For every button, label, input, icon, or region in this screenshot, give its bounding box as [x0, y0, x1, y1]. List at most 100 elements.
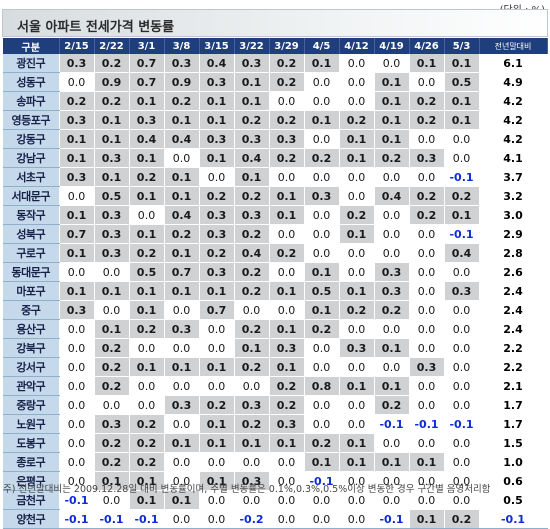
value-cell: 0.1 — [199, 414, 235, 434]
value-cell: -0.1 — [409, 414, 445, 434]
chart-title: 서울 아파트 전세가격 변동률 — [17, 20, 175, 35]
value-cell: 0.2 — [409, 205, 445, 225]
district-label: 광진구 — [3, 54, 60, 73]
yoy-cell: 2.9 — [479, 224, 548, 244]
value-cell: 0.0 — [234, 300, 270, 320]
value-cell: 0.1 — [129, 224, 165, 244]
value-cell: 0.2 — [374, 148, 410, 168]
value-cell: 0.7 — [59, 224, 95, 244]
table-row: 마포구 0.1 0.1 0.1 0.1 0.1 0.2 0.1 0.5 0.1 0.3 0.0 0.3 2… — [3, 281, 548, 301]
yoy-cell: 4.9 — [479, 72, 548, 92]
value-cell: 0.1 — [164, 243, 200, 263]
value-cell: 0.0 — [164, 471, 200, 491]
value-cell: 0.1 — [59, 205, 95, 225]
value-cell: 0.2 — [269, 148, 305, 168]
value-cell: 0.3 — [199, 262, 235, 282]
value-cell: 0.9 — [164, 72, 200, 92]
value-cell: 0.0 — [444, 129, 480, 149]
value-cell: 0.2 — [94, 452, 130, 472]
value-cell: 0.2 — [129, 243, 165, 263]
value-cell: 0.2 — [374, 300, 410, 320]
value-cell: 0.0 — [269, 452, 305, 472]
value-cell: 0.0 — [444, 300, 480, 320]
value-cell: 0.3 — [59, 110, 95, 130]
value-cell: 0.3 — [164, 54, 200, 73]
value-cell: 0.4 — [234, 148, 270, 168]
value-cell: 0.2 — [269, 243, 305, 263]
value-cell: 0.0 — [304, 509, 340, 529]
value-cell: 0.2 — [409, 91, 445, 111]
date-header: 4/19 — [374, 38, 410, 54]
value-cell: 0.3 — [234, 471, 270, 491]
table-row: 서대문구 0.0 0.5 0.1 0.1 0.2 0.2 0.1 0.3 0.0 0.4 0.2 0.2… — [3, 186, 548, 206]
corner-header: 구분 — [3, 38, 60, 54]
value-cell: 0.1 — [129, 91, 165, 111]
table-row: 도봉구 0.0 0.2 0.2 0.1 0.1 0.1 0.1 0.2 0.1 0.0 0.0 0.0 1… — [3, 433, 548, 453]
value-cell: 0.2 — [199, 243, 235, 263]
price-change-table: 구분 2/15 2/22 3/1 3/8 3/15 3/22 3/29 4/5 4/12 4/19… — [3, 38, 548, 529]
value-cell: 0.0 — [59, 357, 95, 377]
value-cell: 0.3 — [374, 281, 410, 301]
value-cell: 0.2 — [304, 433, 340, 453]
value-cell: 0.1 — [129, 186, 165, 206]
value-cell: 0.0 — [94, 395, 130, 415]
value-cell: 0.2 — [444, 186, 480, 206]
value-cell: 0.1 — [164, 167, 200, 187]
footnote: 주) 전년말대비는 2009.12.28일 대비 변동률이며, 주별 변동률은 … — [3, 484, 491, 495]
table-row: 송파구 0.2 0.2 0.1 0.2 0.1 0.1 0.0 0.0 0.0 0.1 0.2 0.1 4… — [3, 91, 548, 111]
value-cell: 0.0 — [269, 91, 305, 111]
value-cell: 0.1 — [304, 110, 340, 130]
value-cell: 0.2 — [234, 262, 270, 282]
value-cell: 0.2 — [234, 319, 270, 339]
yoy-cell: 0.6 — [479, 471, 548, 491]
value-cell: 0.0 — [409, 281, 445, 301]
yoy-cell: -0.1 — [479, 509, 548, 529]
value-cell: 0.2 — [234, 357, 270, 377]
value-cell: 0.2 — [94, 338, 130, 358]
value-cell: 0.0 — [94, 300, 130, 320]
value-cell: 0.0 — [409, 167, 445, 187]
value-cell: 0.0 — [444, 433, 480, 453]
value-cell: 0.0 — [164, 338, 200, 358]
value-cell: 0.0 — [59, 452, 95, 472]
value-cell: 0.1 — [129, 471, 165, 491]
value-cell: 0.1 — [269, 357, 305, 377]
value-cell: 0.1 — [409, 509, 445, 529]
value-cell: 0.0 — [409, 72, 445, 92]
value-cell: 0.3 — [94, 148, 130, 168]
value-cell: 0.0 — [339, 91, 375, 111]
value-cell: 0.0 — [59, 72, 95, 92]
value-cell: 0.0 — [199, 376, 235, 396]
value-cell: 0.3 — [269, 338, 305, 358]
value-cell: 0.2 — [199, 186, 235, 206]
value-cell: 0.0 — [444, 471, 480, 491]
table-row: 노원구 0.0 0.3 0.2 0.0 0.1 0.2 0.3 0.0 0.0 -0.1 -0.1 -0… — [3, 414, 548, 434]
value-cell: 0.0 — [339, 72, 375, 92]
table-row: 영등포구 0.3 0.1 0.3 0.1 0.1 0.2 0.2 0.1 0.2 0.1 0.2 0.1… — [3, 110, 548, 130]
value-cell: 0.0 — [374, 319, 410, 339]
date-header: 3/29 — [269, 38, 305, 54]
value-cell: 0.4 — [234, 243, 270, 263]
value-cell: 0.0 — [129, 338, 165, 358]
value-cell: 0.1 — [129, 281, 165, 301]
table-row: 강서구 0.0 0.2 0.1 0.1 0.1 0.2 0.1 0.0 0.0 0.0 0.3 0.0 2… — [3, 357, 548, 377]
date-header: 3/15 — [199, 38, 235, 54]
value-cell: 0.1 — [444, 54, 480, 73]
value-cell: 0.3 — [374, 262, 410, 282]
value-cell: 0.0 — [339, 414, 375, 434]
value-cell: 0.0 — [409, 471, 445, 491]
date-header: 3/22 — [234, 38, 270, 54]
value-cell: 0.3 — [59, 167, 95, 187]
value-cell: 0.0 — [304, 72, 340, 92]
table-row: 강남구 0.1 0.3 0.1 0.0 0.1 0.4 0.2 0.2 0.1 0.2 0.3 0.0 4… — [3, 148, 548, 168]
value-cell: 0.2 — [269, 54, 305, 73]
value-cell: 0.0 — [339, 262, 375, 282]
value-cell: 0.0 — [304, 91, 340, 111]
yoy-cell: 3.7 — [479, 167, 548, 187]
yoy-cell: 2.6 — [479, 262, 548, 282]
value-cell: 0.0 — [304, 129, 340, 149]
yoy-cell: 2.2 — [479, 357, 548, 377]
title-bar-gradient — [3, 10, 547, 36]
value-cell: -0.1 — [374, 414, 410, 434]
value-cell: 0.1 — [234, 72, 270, 92]
